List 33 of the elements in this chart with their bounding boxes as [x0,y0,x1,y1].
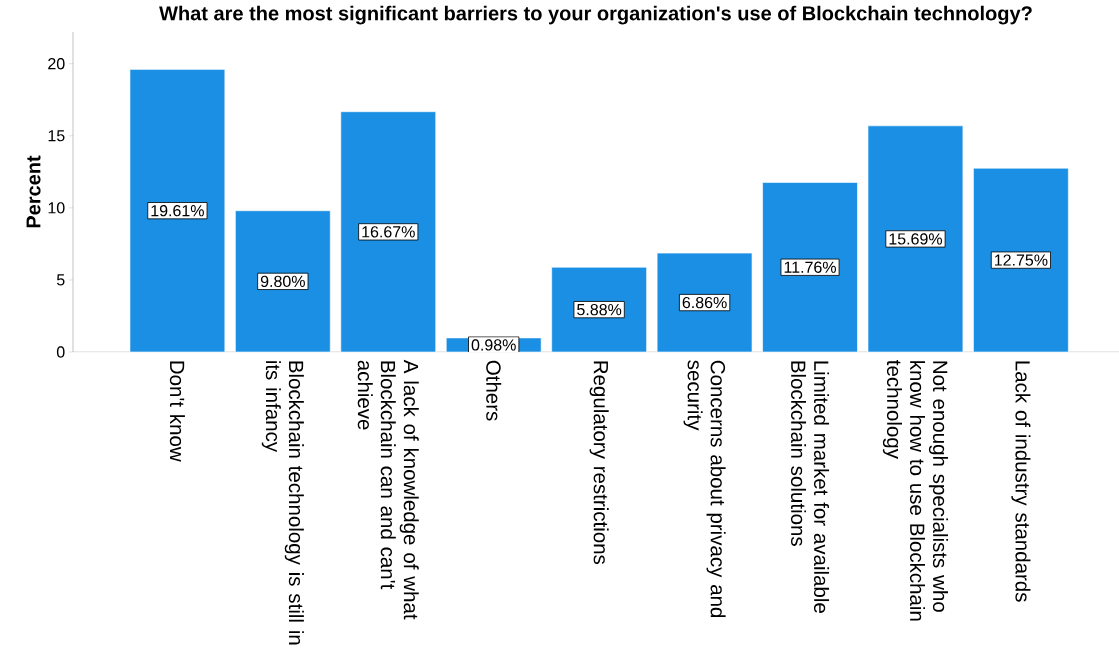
y-tick-label: 5 [56,274,65,286]
bar [973,167,1069,352]
x-tick-label: Don't know [169,361,185,462]
x-tick-label: A lack of knowledge of what Blockchain can and can't achieve [357,359,419,620]
data-label: 16.67% [362,226,415,238]
x-tick-label: Concerns about privacy and security [683,360,726,618]
y-axis-title: Percent [26,155,41,228]
data-label: 12.75% [994,254,1048,266]
x-tick-label: Blockchain technology is still in its infancy [261,361,304,645]
y-tick-label: 0 [56,346,65,358]
bar [129,69,226,352]
data-label: 19.61% [151,205,204,217]
x-tick-label: Limited market for available Blockchain solutions [790,361,830,613]
y-tick-label: 10 [48,202,65,214]
bar [551,266,647,352]
bar [867,125,964,352]
data-label: 15.69% [889,233,943,245]
data-label: 11.76% [784,261,836,273]
data-label: 5.88% [577,303,622,316]
data-label: 9.80% [260,275,305,288]
x-tick-label: Others [486,360,502,421]
y-tick-label: 20 [48,58,65,70]
chart-title: What are the most significant barriers to your organization's use of Blockchain technology? [159,5,1032,25]
y-tick-label: 15 [48,130,65,142]
data-label: 6.86% [682,296,727,309]
x-tick-label: Not enough specialists who know how to use Blockchain technology [882,360,949,621]
x-tick-label: Lack of industry standards [1011,361,1031,602]
x-tick-label: Regulatory restrictions [589,361,609,565]
bar [656,252,753,352]
bar [235,210,331,352]
bar [762,182,858,352]
bar [340,111,437,352]
data-label: 0.98% [471,339,516,351]
